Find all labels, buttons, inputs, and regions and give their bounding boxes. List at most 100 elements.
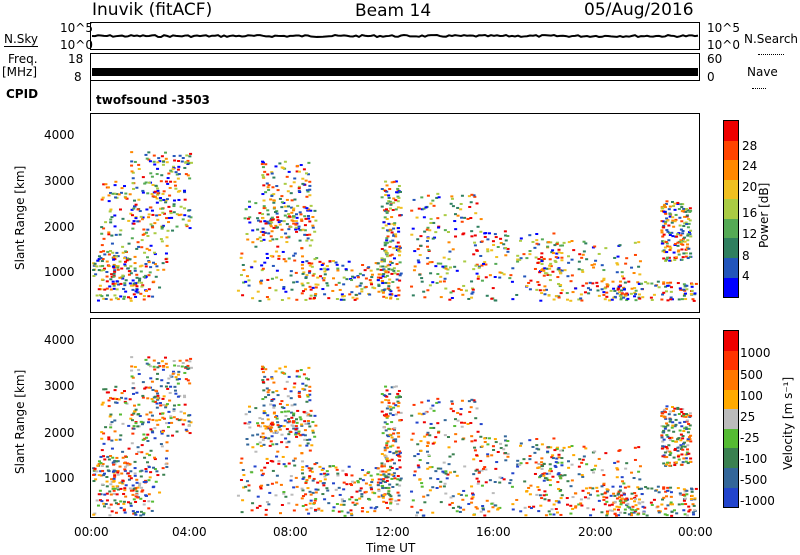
power-cell [270,193,274,196]
velocity-cell [689,440,693,443]
velocity-cell [380,392,384,395]
power-cell [681,203,685,206]
power-cell [479,218,483,221]
power-cell [394,208,398,211]
power-cell [680,248,684,251]
velocity-cell [258,504,262,507]
velocity-cell [432,409,436,412]
power-cell [540,252,544,255]
power-cell [276,219,280,222]
velocity-cell [390,477,394,480]
velocity-cell [297,375,301,378]
velocity-cell [682,412,686,415]
velocity-cell [446,473,450,476]
velocity-cell [291,424,295,427]
velocity-cell [386,469,390,472]
velocity-cell [270,421,274,424]
velocity-cell [300,497,304,500]
velocity-cell [632,511,636,514]
date-title: 05/Aug/2016 [584,0,694,20]
velocity-cell [459,407,463,410]
power-cell [451,248,455,251]
power-cell [504,239,508,242]
velocity-cell [263,375,267,378]
velocity-cell [554,461,558,464]
velocity-cell [543,498,547,501]
power-cell [311,286,315,289]
power-cell [304,298,308,301]
power-cell [305,260,309,263]
velocity-cell [416,453,420,456]
power-cell [270,216,274,219]
power-cell [456,206,460,209]
velocity-cell [113,487,117,490]
velocity-cell [515,498,519,501]
velocity-cell [662,429,666,432]
velocity-cell [247,484,251,487]
power-cell [470,280,474,283]
velocity-cell [297,390,301,393]
velocity-cell [383,421,387,424]
power-cell [388,254,392,257]
power-cell [305,274,309,277]
power-cell [533,267,537,270]
power-cell [684,298,688,301]
power-cell [660,298,664,301]
power-cell [153,251,157,254]
velocity-cell [181,362,185,365]
velocity-cell [369,474,373,477]
velocity-cell [271,391,275,394]
velocity-cell [156,398,160,401]
velocity-cell [242,486,246,489]
power-cell [265,182,269,185]
velocity-cell [394,451,398,454]
velocity-cell [323,478,327,481]
power-ytick-1000: 1000 [44,265,75,279]
velocity-cell [557,501,561,504]
velocity-cell [272,398,276,401]
velocity-cell [135,452,139,455]
velocity-cell [600,493,604,496]
velocity-cell [116,473,120,476]
velocity-cell [308,469,312,472]
noise-ytick-right-top: 10^5 [707,21,740,35]
velocity-cell [379,481,383,484]
velocity-cell [603,492,607,495]
power-cell [543,272,547,275]
velocity-cell [239,479,243,482]
velocity-cell [479,510,483,513]
velocity-cell [540,464,544,467]
velocity-cell [388,459,392,462]
velocity-cell [92,469,96,472]
velocity-cell [592,471,596,474]
velocity-cell [162,473,166,476]
velocity-cell [185,430,189,433]
velocity-cell [469,406,473,409]
power-cell [127,270,131,273]
velocity-cell [382,500,386,503]
velocity-cell [390,498,394,501]
power-cell [256,217,260,220]
velocity-cell [350,514,354,517]
velocity-cell [277,460,281,463]
velocity-cell [690,490,694,493]
power-cell [472,268,476,271]
power-cell [540,256,544,259]
velocity-cell [495,461,499,464]
power-cell [566,255,570,258]
power-cell [533,246,537,249]
velocity-cell [147,421,151,424]
power-cell [175,173,179,176]
velocity-cell [295,485,299,488]
velocity-cell [688,412,692,415]
noise-ytick-left-top: 10^5 [60,21,93,35]
velocity-cell [398,484,402,487]
power-cell [159,199,163,202]
power-cell [173,180,177,183]
velocity-cell [688,460,692,463]
velocity-cell [436,467,440,470]
beam-title: Beam 14 [355,1,432,21]
velocity-cell [670,503,674,506]
power-cell [300,218,304,221]
velocity-cell [151,431,155,434]
